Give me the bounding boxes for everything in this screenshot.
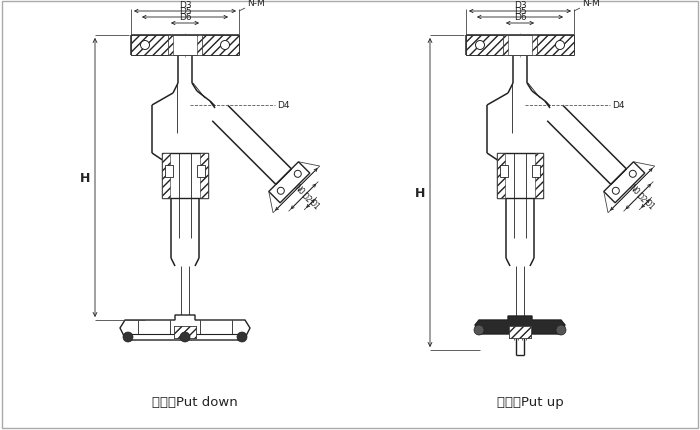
Bar [509,326,531,338]
Circle shape [180,332,190,342]
Text: D1: D1 [641,198,655,212]
Circle shape [556,41,564,50]
Bar [535,154,543,199]
Circle shape [556,325,566,335]
Circle shape [474,325,484,335]
Bar [509,326,531,338]
Circle shape [123,332,133,342]
Bar [200,154,208,199]
Bar [532,36,537,56]
Text: D5: D5 [514,7,526,16]
Bar [532,166,540,178]
Text: N0: N0 [626,183,640,197]
Polygon shape [120,315,250,340]
Text: D2: D2 [299,190,313,204]
Bar [165,166,173,178]
Bar [466,36,574,56]
Text: D4: D4 [277,101,290,110]
Text: H: H [414,187,425,200]
Bar [174,326,196,338]
Bar [174,326,196,338]
Bar [168,36,173,56]
Polygon shape [269,163,310,203]
Polygon shape [475,316,565,334]
Text: N-M: N-M [247,0,265,8]
Bar [162,154,208,199]
Bar [168,36,202,56]
Circle shape [475,41,484,50]
Circle shape [277,188,284,195]
Bar [500,166,508,178]
Bar [131,36,239,56]
Bar [197,166,205,178]
Circle shape [294,171,301,178]
Text: D3: D3 [178,1,191,10]
Text: D4: D4 [612,101,624,110]
Bar [197,36,202,56]
Text: D1: D1 [307,198,321,212]
Bar [503,36,508,56]
Text: D2: D2 [634,190,648,204]
Bar [162,154,170,199]
Text: 上展式Put up: 上展式Put up [496,395,564,408]
Text: H: H [80,172,90,184]
Text: D6: D6 [514,13,526,22]
Bar [497,154,505,199]
Circle shape [141,41,150,50]
Bar [497,154,543,199]
Text: D6: D6 [178,13,191,22]
Text: D3: D3 [514,1,526,10]
Bar [503,36,537,56]
Polygon shape [604,163,645,203]
Text: N-M: N-M [582,0,600,8]
Text: D5: D5 [178,7,191,16]
Circle shape [629,171,636,178]
Circle shape [237,332,247,342]
Text: 下展式Put down: 下展式Put down [152,395,238,408]
Circle shape [220,41,230,50]
Circle shape [612,188,620,195]
Text: N0: N0 [292,183,305,197]
